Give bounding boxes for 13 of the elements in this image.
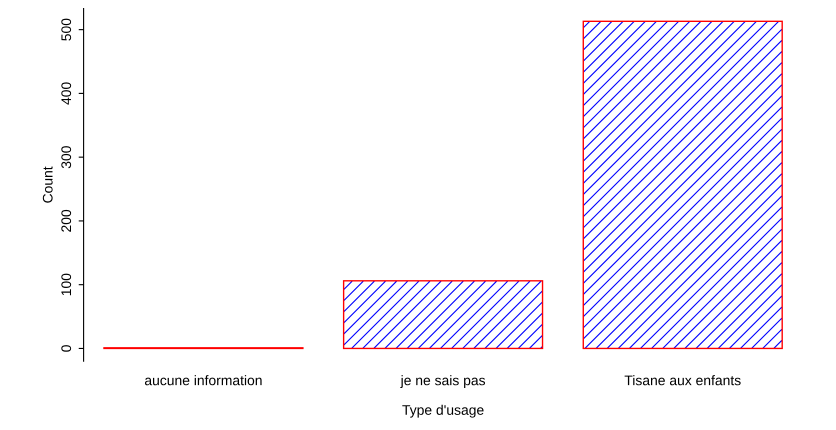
y-tick-label: 300 — [61, 146, 72, 168]
x-tick-label: aucune information — [144, 375, 262, 386]
y-tick-label: 0 — [61, 345, 72, 352]
y-tick-label: 500 — [61, 18, 72, 41]
bar — [582, 20, 783, 350]
y-tick-label: 100 — [61, 274, 72, 296]
y-axis-title: Count — [42, 166, 53, 203]
x-tick-label: je ne sais pas — [400, 375, 486, 388]
bar — [342, 280, 544, 350]
x-tick-label: Tisane aux enfants — [624, 375, 741, 386]
y-tick-label: 400 — [61, 82, 72, 105]
y-tick-label: 200 — [61, 210, 72, 232]
x-axis-title: Type d'usage — [402, 404, 484, 418]
